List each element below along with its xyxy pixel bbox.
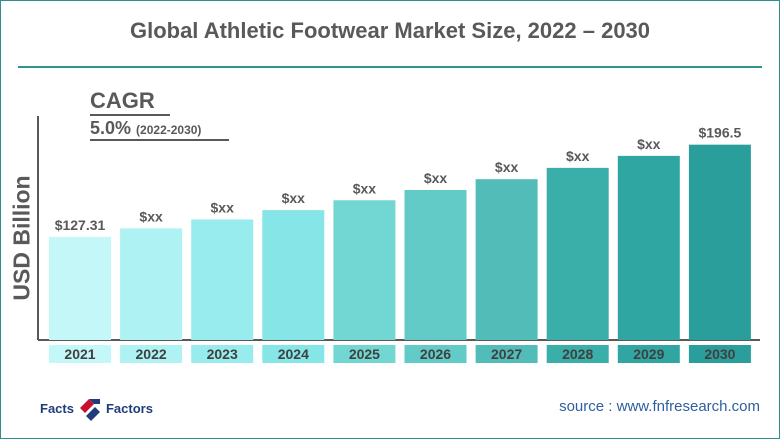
cagr-label: CAGR: [90, 88, 155, 113]
x-tick-label-2022: 2022: [136, 346, 167, 362]
bar-2024: [262, 210, 325, 340]
tick-cell-2026: [404, 345, 467, 363]
data-label-2021: $127.31: [55, 217, 106, 233]
x-tick-label-2024: 2024: [278, 346, 309, 362]
tick-cell-2024: [262, 345, 325, 363]
tick-cell-2023: [191, 345, 254, 363]
bar-2026: [404, 190, 467, 340]
brand-word-facts: Facts: [40, 400, 74, 416]
tick-cell-2027: [475, 345, 538, 363]
cagr-value-line: 5.0% (2022-2030): [90, 118, 201, 139]
cagr-period: (2022-2030): [136, 123, 202, 137]
bar-2027: [475, 179, 538, 340]
tick-cell-2030: [688, 345, 751, 363]
cagr-label-underline: [90, 114, 170, 116]
data-label-2028: $xx: [566, 148, 590, 164]
brand-word-factors: Factors: [105, 400, 153, 416]
tick-cell-2021: [49, 345, 111, 363]
brand-logo: Facts Factors: [40, 395, 153, 421]
data-label-2025: $xx: [353, 180, 377, 196]
bar-2028: [546, 167, 609, 340]
tick-cell-2025: [333, 345, 396, 363]
x-tick-label-2021: 2021: [64, 346, 95, 362]
facts-factors-logo-icon: [79, 399, 100, 421]
data-label-2027: $xx: [495, 159, 519, 175]
bar-2021: [49, 236, 111, 340]
bar-2023: [191, 219, 254, 340]
x-tick-label-2030: 2030: [704, 346, 735, 362]
cagr-value-underline: [90, 139, 229, 141]
data-label-2023: $xx: [211, 199, 235, 215]
tick-cell-2029: [617, 345, 680, 363]
source-credit: source : www.fnfresearch.com: [559, 398, 760, 415]
tick-cell-2028: [546, 345, 609, 363]
bar-2030: [688, 144, 751, 340]
chart-title: Global Athletic Footwear Market Size, 20…: [129, 18, 651, 43]
x-tick-label-2025: 2025: [349, 346, 380, 362]
x-tick-label-2023: 2023: [207, 346, 238, 362]
data-label-2026: $xx: [424, 170, 448, 186]
x-tick-label-2029: 2029: [633, 346, 664, 362]
bar-2022: [120, 228, 183, 340]
data-label-2029: $xx: [637, 136, 661, 152]
tick-cell-2022: [120, 345, 183, 363]
bar-2025: [333, 200, 396, 340]
title-divider: [18, 66, 762, 68]
data-label-2022: $xx: [139, 208, 163, 224]
x-tick-label-2027: 2027: [491, 346, 522, 362]
data-label-2030: $196.5: [698, 125, 741, 141]
data-label-2024: $xx: [282, 190, 306, 206]
x-tick-label-2026: 2026: [420, 346, 451, 362]
x-tick-label-2028: 2028: [562, 346, 593, 362]
bar-2029: [617, 155, 680, 340]
cagr-value: 5.0%: [90, 118, 132, 138]
